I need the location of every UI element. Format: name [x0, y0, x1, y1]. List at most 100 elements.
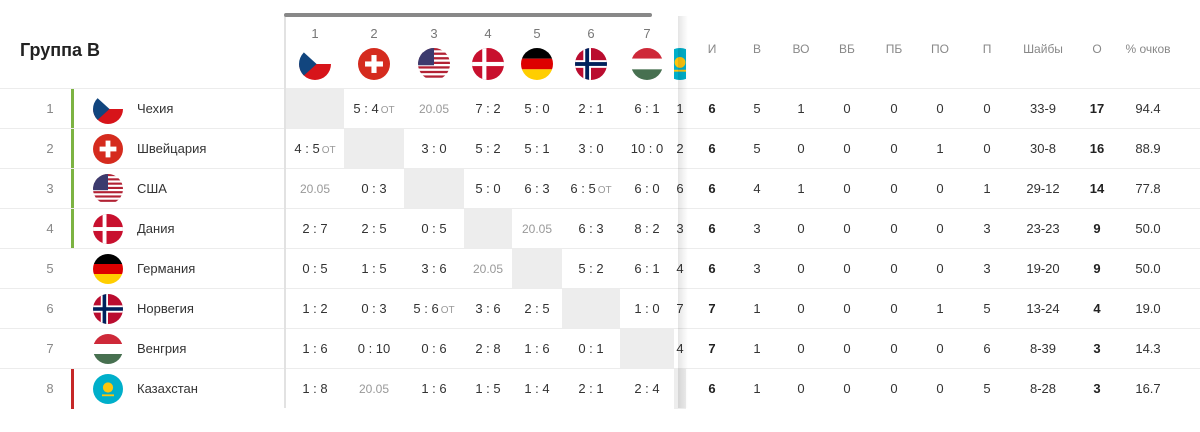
match-score[interactable]: 1 : 6 — [404, 369, 464, 409]
match-score[interactable]: 5 : 6 ОТ — [404, 289, 464, 329]
match-score[interactable]: 3 : 6 — [404, 249, 464, 289]
match-score[interactable]: 6 — [674, 169, 686, 209]
stat-value: 0 — [936, 261, 944, 276]
match-score[interactable]: 6 : 1 — [620, 89, 674, 129]
match-score[interactable]: 6 : 1 — [620, 249, 674, 289]
match-score[interactable]: 5 : 1 — [512, 129, 562, 169]
team-row[interactable]: 8 Казахстан 1 : 8 20.05 1 : 6 1 : 5 1 : 4 2 : … — [0, 368, 1200, 409]
match-score[interactable]: 1 : 4 — [512, 369, 562, 409]
match-score[interactable]: 4 — [674, 249, 686, 289]
match-score[interactable]: 7 : 2 — [464, 89, 512, 129]
stat-column-header[interactable]: ПБ — [872, 16, 916, 88]
match-score[interactable]: 0 : 5 — [286, 249, 344, 289]
match-score[interactable]: 0 : 3 — [344, 289, 404, 329]
match-score[interactable]: 3 : 0 — [404, 129, 464, 169]
match-score[interactable]: 5 : 2 — [562, 249, 620, 289]
stat-value: 1 — [797, 101, 805, 116]
stat-value: 3 — [753, 261, 761, 276]
stat-value: 16 — [1089, 141, 1105, 156]
stat-column-header[interactable]: ВБ — [827, 16, 867, 88]
match-score[interactable]: 6 : 3 — [512, 169, 562, 209]
match-score[interactable]: 1 : 5 — [344, 249, 404, 289]
match-score[interactable]: 0 : 3 — [344, 169, 404, 209]
match-score[interactable]: 3 — [674, 209, 686, 249]
team-row[interactable]: 5 Германия 0 : 5 1 : 5 3 : 6 20.05 5 : 2 6 : 1… — [0, 248, 1200, 289]
match-score[interactable]: 1 : 6 — [286, 329, 344, 369]
match-score[interactable]: 7 — [674, 289, 686, 329]
match-date[interactable]: 20.05 — [358, 382, 390, 396]
stat-value: 0 — [797, 221, 805, 236]
stat-column-header[interactable]: ПО — [920, 16, 960, 88]
match-score[interactable]: 0 : 10 — [344, 329, 404, 369]
match-score[interactable]: 2 : 7 — [286, 209, 344, 249]
stat-column-header[interactable]: П — [967, 16, 1007, 88]
stat-column-header[interactable]: О — [1079, 16, 1115, 88]
match-score[interactable]: 3 : 6 — [464, 289, 512, 329]
match-score[interactable]: 5 : 4 ОТ — [344, 89, 404, 129]
team-name[interactable]: Норвегия — [137, 301, 194, 316]
group-title: Группа B — [20, 40, 101, 60]
match-date[interactable]: 20.05 — [472, 262, 504, 276]
team-row[interactable]: 4 Дания 2 : 7 2 : 5 0 : 5 20.05 6 : 3 8 : 2 3 6 3… — [0, 208, 1200, 249]
team-row[interactable]: 6 Норвегия 1 : 2 0 : 3 5 : 6 ОТ 3 : 6 2 : 5 1 :… — [0, 288, 1200, 329]
team-name[interactable]: Венгрия — [137, 341, 187, 356]
team-name[interactable]: Швейцария — [137, 141, 207, 156]
match-score[interactable]: 1 : 5 — [464, 369, 512, 409]
match-score[interactable]: 4 — [674, 329, 686, 369]
match-score[interactable]: 2 : 1 — [562, 89, 620, 129]
match-score[interactable]: 0 : 5 — [404, 209, 464, 249]
match-score[interactable]: 8 : 2 — [620, 209, 674, 249]
czech-flag-icon — [299, 48, 331, 80]
stat-column-header[interactable]: % очков — [1117, 16, 1179, 88]
stat-value: 0 — [843, 221, 851, 236]
match-date[interactable]: 20.05 — [418, 102, 450, 116]
match-score[interactable]: 2 : 4 — [620, 369, 674, 409]
match-score[interactable]: 3 : 0 — [562, 129, 620, 169]
match-score[interactable]: 1 : 8 — [286, 369, 344, 409]
horizontal-scrollbar[interactable] — [284, 13, 652, 17]
match-score-value: 10 : 0 — [630, 141, 664, 156]
stat-column-header[interactable]: В — [737, 16, 777, 88]
team-row[interactable]: 3 США 20.05 0 : 3 5 : 0 6 : 3 6 : 5ОТ 6 : 0 6 6 4… — [0, 168, 1200, 209]
match-score[interactable]: 0 : 1 — [562, 329, 620, 369]
stat-column-header[interactable]: И — [692, 16, 732, 88]
team-row[interactable]: 1 Чехия 5 : 4ОТ 20.05 7 : 2 5 : 0 2 : 1 6 : 1 1… — [0, 88, 1200, 129]
match-score[interactable]: 5 : 2 — [464, 129, 512, 169]
match-score[interactable]: 2 : 5 — [344, 209, 404, 249]
match-score[interactable]: 4 : 5 ОТ — [286, 129, 344, 169]
match-score[interactable]: 10 : 0 — [620, 129, 674, 169]
team-name[interactable]: США — [137, 181, 167, 196]
match-score-value: 1 — [676, 101, 683, 116]
team-rank: 2 — [46, 141, 54, 156]
stat-column-header[interactable]: ВО — [779, 16, 823, 88]
match-date[interactable]: 20.05 — [521, 222, 553, 236]
team-name[interactable]: Германия — [137, 261, 196, 276]
match-score[interactable]: 1 : 6 — [512, 329, 562, 369]
match-score[interactable]: 6 : 0 — [620, 169, 674, 209]
match-score-value: 4 — [676, 341, 683, 356]
team-name[interactable]: Чехия — [137, 101, 174, 116]
match-date[interactable]: 20.05 — [299, 182, 331, 196]
match-score[interactable]: 2 : 5 — [512, 289, 562, 329]
match-score[interactable]: 5 : 0 — [464, 169, 512, 209]
stat-column-label: ПБ — [885, 42, 903, 56]
match-score[interactable]: 6 : 5 ОТ — [562, 169, 620, 209]
match-score[interactable]: 2 — [674, 129, 686, 169]
team-name[interactable]: Казахстан — [137, 381, 198, 396]
team-name[interactable]: Дания — [137, 221, 175, 236]
self-match-cell — [620, 329, 674, 369]
stat-value: 0 — [843, 141, 851, 156]
match-score[interactable]: 2 : 8 — [464, 329, 512, 369]
match-score[interactable]: 5 : 0 — [512, 89, 562, 129]
match-score[interactable]: 0 : 6 — [404, 329, 464, 369]
stat-column-header[interactable]: Шайбы — [1012, 16, 1074, 88]
match-score[interactable]: 6 : 3 — [562, 209, 620, 249]
opponent-column-number: 1 — [311, 26, 319, 41]
match-score[interactable]: 1 — [674, 89, 686, 129]
stat-column-label: И — [707, 42, 717, 56]
match-score[interactable]: 1 : 2 — [286, 289, 344, 329]
match-score[interactable]: 1 : 0 — [620, 289, 674, 329]
match-score[interactable]: 2 : 1 — [562, 369, 620, 409]
